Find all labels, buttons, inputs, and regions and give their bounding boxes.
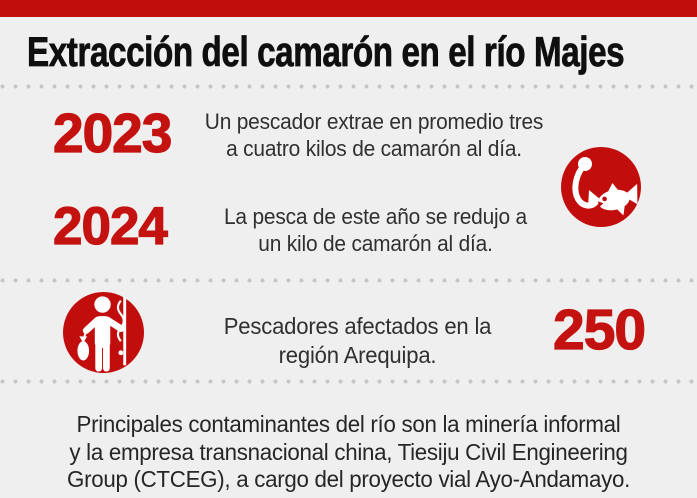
stat-label-line: región Arequipa.: [278, 342, 437, 368]
fishing-circle-badge: [561, 147, 641, 227]
top-accent-bar: [0, 0, 697, 17]
description-line: un kilo de camarón al día.: [258, 231, 493, 256]
footer-line: Group (CTCEG), a cargo del proyecto vial…: [67, 466, 630, 492]
hook-and-fish-icon: [572, 157, 638, 216]
year-2024-label: 2024: [52, 197, 168, 256]
year-2023-description: Un pescador extrae en promedio tres a cu…: [198, 108, 550, 162]
description-line: a cuatro kilos de camarón al día.: [226, 136, 522, 161]
affected-fishermen-count: 250: [552, 298, 646, 362]
dotted-divider-middle: [0, 278, 697, 283]
year-2024-description: La pesca de este año se redujo a un kilo…: [212, 203, 540, 257]
footer-line: y la empresa transnacional china, Tiesij…: [69, 438, 628, 465]
infographic-title: Extracción del camarón en el río Majes: [27, 28, 697, 75]
fisherman-circle-badge: [63, 292, 144, 373]
description-line: Un pescador extrae en promedio tres: [204, 109, 544, 134]
stat-label-line: Pescadores afectados en la: [223, 313, 492, 339]
description-line: La pesca de este año se redujo a: [223, 204, 527, 229]
footer-line: Principales contaminantes del río son la…: [76, 411, 621, 437]
dotted-divider-bottom: [0, 379, 697, 384]
affected-fishermen-label: Pescadores afectados en la región Arequi…: [206, 312, 508, 370]
contaminants-note: Principales contaminantes del río son la…: [10, 411, 686, 494]
infographic-title-text: Extracción del camarón en el río Majes: [27, 28, 625, 75]
fisherman-icon: [77, 296, 127, 372]
dotted-divider-top: [0, 84, 697, 89]
year-2023-label: 2023: [52, 102, 173, 164]
